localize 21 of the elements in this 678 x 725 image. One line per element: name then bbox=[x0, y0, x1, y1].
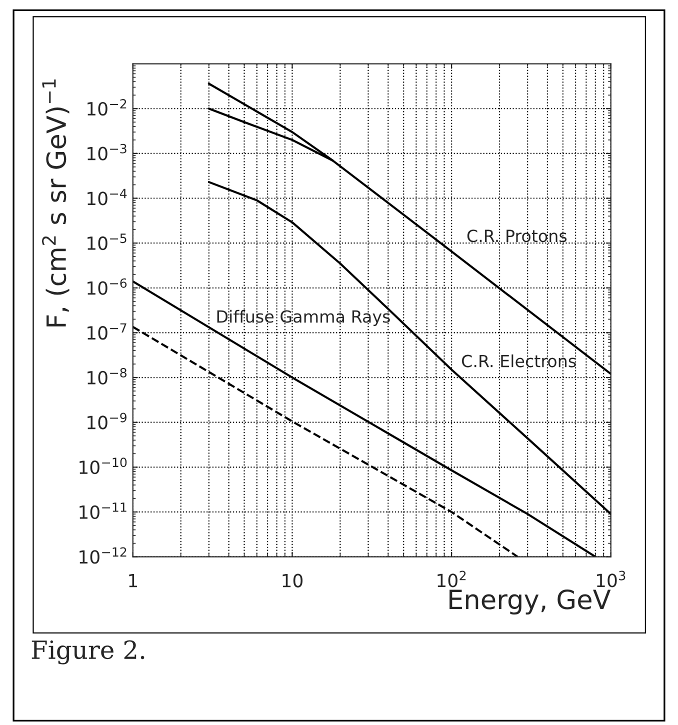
y-axis-title: F, (cm$^{2}$ s sr GeV)$^{−1}$ bbox=[42, 79, 70, 326]
y-tick-label: 10$^{−6}$ bbox=[88, 278, 127, 295]
x-tick-label: 10 bbox=[282, 574, 303, 588]
series-label: Diffuse Gamma Rays bbox=[217, 310, 390, 326]
y-tick-label: 10$^{−4}$ bbox=[88, 188, 127, 206]
x-axis-title: Energy, GeV bbox=[450, 589, 611, 615]
y-tick-label: 10$^{−7}$ bbox=[88, 323, 126, 340]
x-tick-label: 1 bbox=[129, 574, 137, 588]
y-tick-label: 10$^{−2}$ bbox=[88, 99, 126, 116]
y-tick-label: 10$^{−8}$ bbox=[88, 368, 127, 385]
y-tick-label: 10$^{−9}$ bbox=[88, 412, 126, 430]
x-tick-label: 10$^{3}$ bbox=[596, 570, 626, 588]
series-label: C.R. Protons bbox=[467, 230, 567, 242]
y-tick-label: 10$^{−11}$ bbox=[80, 502, 126, 519]
y-tick-label: 10$^{−5}$ bbox=[88, 234, 126, 250]
caption: Figure 2. bbox=[32, 640, 144, 664]
series-label: C.R. Electrons bbox=[462, 354, 576, 368]
y-tick-label: 10$^{−10}$ bbox=[80, 458, 127, 474]
y-tick-label: 10$^{−12}$ bbox=[80, 547, 126, 564]
y-tick-label: 10$^{−3}$ bbox=[88, 144, 126, 160]
x-tick-label: 10$^{2}$ bbox=[438, 570, 466, 588]
